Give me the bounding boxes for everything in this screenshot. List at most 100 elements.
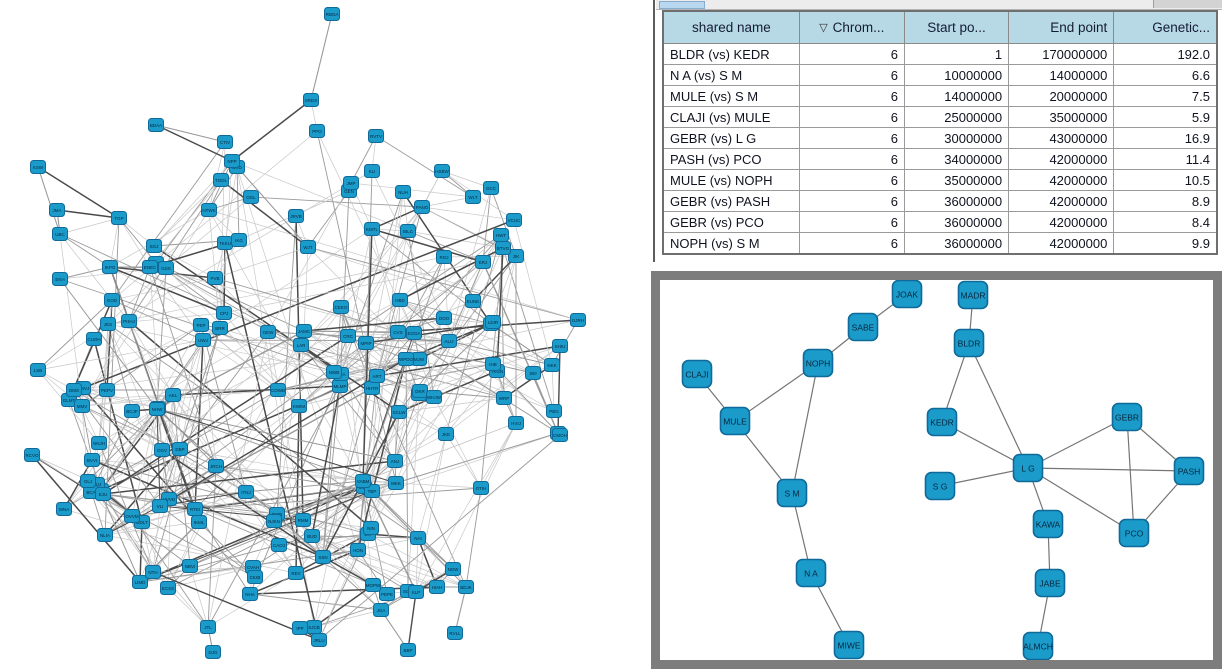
shared-name-cell[interactable]: GEBR (vs) L G: [662, 127, 800, 149]
network-edge[interactable]: [322, 556, 382, 611]
node-shape[interactable]: [493, 228, 509, 242]
network-node[interactable]: WNA: [56, 502, 72, 516]
network-edge[interactable]: [82, 219, 515, 389]
network-edge[interactable]: [399, 299, 494, 365]
value-cell[interactable]: 6: [798, 127, 905, 149]
network-node[interactable]: JOAK: [891, 280, 923, 309]
network-node[interactable]: MMV: [74, 399, 90, 413]
network-node[interactable]: NAI: [410, 531, 426, 545]
node-shape[interactable]: [217, 135, 233, 149]
value-cell[interactable]: 6: [798, 190, 905, 212]
scrollbar-right-segment[interactable]: [1153, 0, 1222, 8]
network-edge[interactable]: [367, 321, 494, 535]
network-edge[interactable]: [311, 480, 364, 537]
network-edge[interactable]: [159, 505, 256, 578]
network-edge[interactable]: [298, 387, 373, 407]
network-edge[interactable]: [277, 375, 378, 391]
node-shape[interactable]: [368, 129, 384, 143]
network-edge[interactable]: [413, 332, 555, 412]
network-edge[interactable]: [153, 245, 216, 279]
network-edge[interactable]: [791, 362, 819, 494]
network-edge[interactable]: [168, 480, 364, 500]
value-cell[interactable]: 14000000: [1008, 64, 1115, 86]
value-cell[interactable]: 11.4: [1113, 148, 1218, 170]
network-edge[interactable]: [161, 449, 324, 558]
network-edge[interactable]: [159, 375, 378, 507]
network-edge[interactable]: [340, 261, 484, 375]
network-edge[interactable]: [131, 408, 158, 517]
network-node[interactable]: TGP: [111, 211, 127, 225]
network-node[interactable]: PCO: [1118, 518, 1150, 548]
network-node[interactable]: SSN: [315, 550, 331, 564]
network-edge[interactable]: [152, 505, 161, 573]
network-edge[interactable]: [131, 515, 209, 628]
network-node[interactable]: OTIH: [473, 481, 489, 495]
node-shape[interactable]: [465, 190, 481, 204]
node-shape[interactable]: [373, 603, 389, 617]
network-edge[interactable]: [363, 317, 445, 488]
table-row[interactable]: GEBR (vs) PCO 6 36000000 42000000 8.4: [662, 211, 1218, 233]
network-node[interactable]: S G: [924, 471, 956, 501]
network-edge[interactable]: [153, 245, 342, 375]
node-shape[interactable]: [91, 436, 107, 450]
network-node[interactable]: ENEC: [142, 260, 158, 274]
network-edge[interactable]: [365, 323, 492, 344]
node-shape[interactable]: [99, 383, 115, 397]
network-edge[interactable]: [200, 324, 217, 467]
node-shape[interactable]: [795, 558, 827, 588]
network-edge[interactable]: [139, 521, 143, 583]
network-edge[interactable]: [371, 170, 445, 319]
node-shape[interactable]: [485, 315, 501, 329]
network-node[interactable]: EGGA: [406, 326, 422, 340]
network-edge[interactable]: [249, 593, 382, 611]
node-shape[interactable]: [485, 357, 501, 371]
node-shape[interactable]: [291, 399, 307, 413]
node-shape[interactable]: [52, 227, 68, 241]
node-shape[interactable]: [358, 336, 374, 350]
node-shape[interactable]: [216, 306, 232, 320]
network-edge[interactable]: [82, 387, 200, 523]
network-edge[interactable]: [159, 387, 373, 507]
node-shape[interactable]: [369, 369, 385, 383]
network-edge[interactable]: [399, 299, 553, 366]
network-edge[interactable]: [111, 299, 204, 341]
node-shape[interactable]: [132, 575, 148, 589]
node-shape[interactable]: [355, 474, 371, 488]
network-edge[interactable]: [200, 324, 279, 391]
network-edge[interactable]: [454, 586, 467, 634]
network-node[interactable]: SCLW: [391, 405, 407, 419]
value-cell[interactable]: 34000000: [903, 148, 1010, 170]
network-node[interactable]: NLIA: [97, 528, 113, 542]
network-edge[interactable]: [441, 170, 492, 189]
network-edge[interactable]: [322, 556, 374, 586]
network-node[interactable]: OGV: [154, 443, 170, 457]
network-node[interactable]: KLP: [408, 585, 424, 599]
network-edge[interactable]: [490, 255, 517, 325]
network-edge[interactable]: [179, 448, 364, 482]
network-node[interactable]: RTEI: [187, 502, 203, 516]
network-edge[interactable]: [371, 375, 378, 492]
network-edge[interactable]: [102, 460, 396, 495]
network-edge[interactable]: [1027, 467, 1190, 472]
node-shape[interactable]: [102, 260, 118, 274]
network-edge[interactable]: [276, 215, 297, 515]
node-shape[interactable]: [311, 633, 327, 647]
network-edge[interactable]: [236, 166, 240, 241]
network-edge[interactable]: [81, 405, 163, 451]
network-edge[interactable]: [167, 587, 209, 628]
value-cell[interactable]: 6: [798, 85, 905, 107]
network-edge[interactable]: [482, 187, 492, 263]
network-node[interactable]: NPP: [224, 154, 240, 168]
node-shape[interactable]: [205, 645, 221, 659]
network-edge[interactable]: [131, 389, 279, 517]
network-node[interactable]: PANO: [414, 200, 430, 214]
node-shape[interactable]: [30, 160, 46, 174]
node-shape[interactable]: [212, 321, 228, 335]
network-node[interactable]: BLDR: [953, 328, 985, 358]
node-shape[interactable]: [193, 318, 209, 332]
network-edge[interactable]: [421, 206, 504, 249]
value-cell[interactable]: 8.4: [1113, 211, 1218, 233]
network-node[interactable]: ANJ: [387, 454, 403, 468]
node-shape[interactable]: [124, 509, 140, 523]
node-shape[interactable]: [953, 328, 985, 358]
